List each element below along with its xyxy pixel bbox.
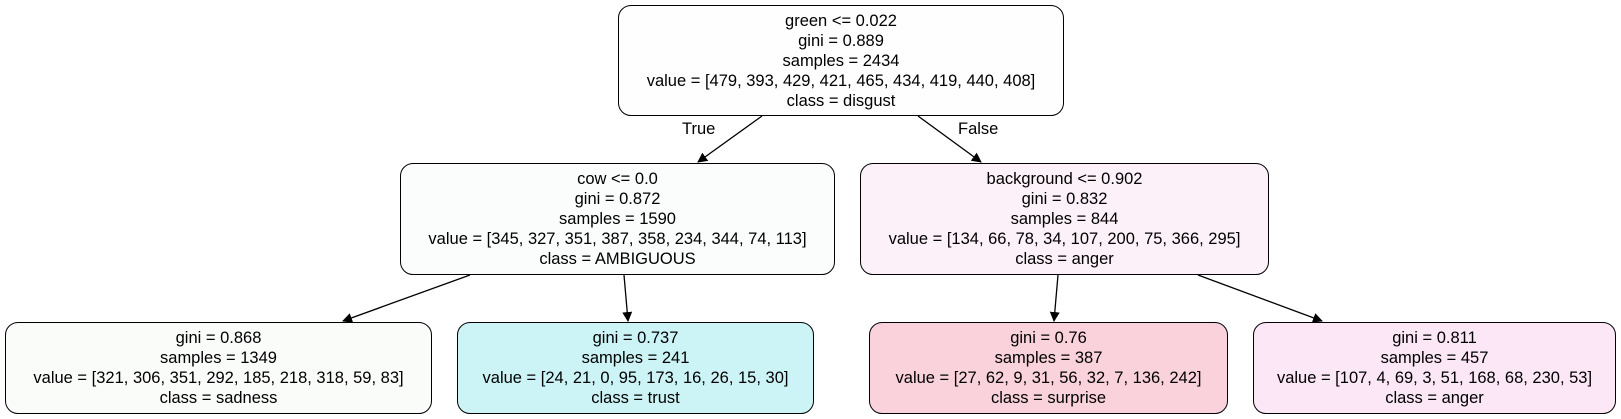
node-split: background <= 0.902 [986, 170, 1143, 188]
tree-leaf-anger: gini = 0.811 samples = 457 value = [107,… [1253, 322, 1616, 414]
edge-root-right [917, 115, 982, 163]
tree-node-right: background <= 0.902 gini = 0.832 samples… [860, 163, 1269, 275]
node-class: class = disgust [786, 91, 896, 110]
node-value: value = [134, 66, 78, 34, 107, 200, 75, … [888, 230, 1241, 248]
node-samples: samples = 1349 [160, 349, 277, 367]
tree-node-root: green <= 0.022 gini = 0.889 samples = 24… [618, 5, 1064, 116]
node-class: class = trust [591, 389, 680, 407]
node-gini: gini = 0.832 [1021, 190, 1108, 208]
edge-left-leaf2 [622, 274, 633, 322]
edge-left-leaf1 [342, 274, 471, 323]
node-gini: gini = 0.76 [1010, 329, 1087, 347]
node-samples: samples = 1590 [559, 210, 676, 228]
tree-node-left: cow <= 0.0 gini = 0.872 samples = 1590 v… [400, 163, 835, 275]
node-samples: samples = 241 [581, 349, 690, 367]
node-class: class = sadness [159, 389, 278, 407]
edge-root-left [697, 115, 763, 163]
node-value: value = [479, 393, 429, 421, 465, 434, 4… [646, 71, 1036, 90]
node-class: class = anger [1385, 389, 1484, 407]
node-value: value = [321, 306, 351, 292, 185, 218, 3… [33, 369, 404, 387]
node-value: value = [107, 4, 69, 3, 51, 168, 68, 230… [1276, 369, 1593, 387]
node-class: class = surprise [990, 389, 1107, 407]
node-samples: samples = 457 [1380, 349, 1489, 367]
edge-right-leaf3 [1049, 274, 1060, 322]
edge-label-true: True [682, 120, 716, 138]
tree-leaf-trust: gini = 0.737 samples = 241 value = [24, … [457, 322, 814, 414]
node-samples: samples = 2434 [782, 51, 900, 70]
node-samples: samples = 844 [1010, 210, 1119, 228]
node-gini: gini = 0.811 [1392, 329, 1477, 347]
edge-label-false: False [958, 120, 999, 138]
node-class: class = AMBIGUOUS [539, 250, 696, 268]
node-gini: gini = 0.868 [175, 329, 262, 347]
node-split: green <= 0.022 [785, 11, 897, 30]
node-value: value = [27, 62, 9, 31, 56, 32, 7, 136, … [895, 369, 1202, 387]
node-gini: gini = 0.889 [798, 31, 884, 50]
node-samples: samples = 387 [994, 349, 1103, 367]
node-gini: gini = 0.872 [574, 190, 661, 208]
node-split: cow <= 0.0 [577, 170, 658, 188]
node-value: value = [345, 327, 351, 387, 358, 234, 3… [428, 230, 807, 248]
edge-right-leaf4 [1197, 274, 1323, 323]
node-value: value = [24, 21, 0, 95, 173, 16, 26, 15,… [482, 369, 789, 387]
tree-leaf-sadness: gini = 0.868 samples = 1349 value = [321… [5, 322, 432, 414]
node-gini: gini = 0.737 [592, 329, 679, 347]
node-class: class = anger [1015, 250, 1114, 268]
tree-leaf-surprise: gini = 0.76 samples = 387 value = [27, 6… [869, 322, 1228, 414]
